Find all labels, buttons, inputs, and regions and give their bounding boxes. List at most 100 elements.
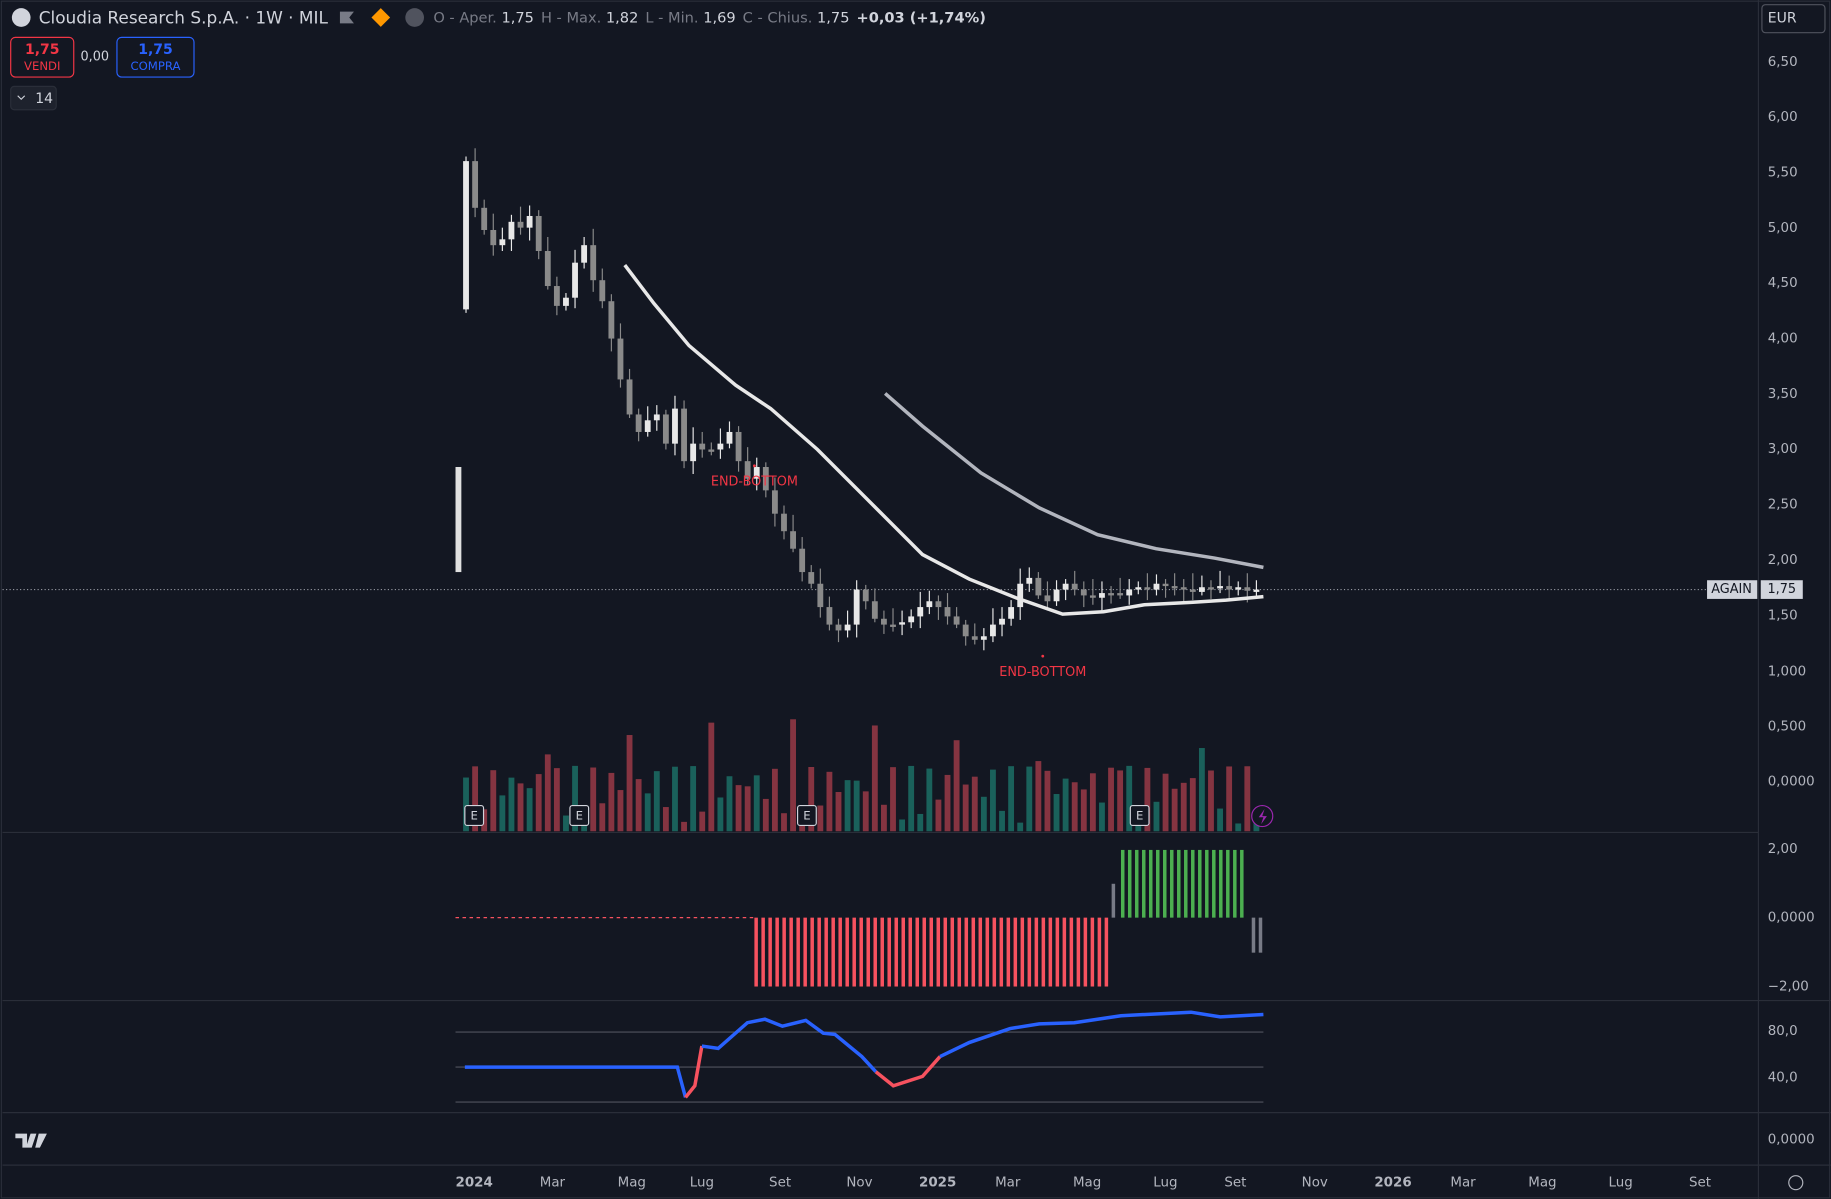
volume-bar (1071, 782, 1078, 832)
status-icon[interactable] (405, 8, 424, 27)
hist-bar (999, 917, 1004, 987)
candle (644, 420, 651, 432)
candle (617, 338, 624, 380)
volume-bar (690, 766, 697, 832)
indicators-toggle[interactable] (10, 85, 57, 111)
flag-icon[interactable] (339, 11, 354, 24)
osc-line (874, 1055, 942, 1088)
volume-bar (1080, 789, 1087, 832)
candle (517, 221, 524, 228)
volume-bar (808, 766, 815, 832)
volume-bar (781, 813, 787, 832)
volume-bar (1162, 773, 1169, 832)
axis-label: 0,0000 (1768, 911, 1815, 926)
hist-bar (880, 917, 884, 987)
candle (908, 616, 915, 623)
volume-bar (1008, 766, 1015, 832)
time-label: Set (769, 1176, 791, 1191)
plot: 6,50 6,00 5,50 5,00 4,50 4,00 3,50 3,00 2,50 2,00… (456, 55, 1815, 1191)
candle (953, 616, 960, 625)
candle (935, 601, 942, 608)
earnings-box (569, 804, 590, 826)
settings-icon[interactable] (1788, 1175, 1804, 1191)
candle (653, 414, 660, 421)
brand-logo[interactable] (15, 1133, 47, 1148)
osc-line (939, 1010, 1264, 1059)
candle (726, 431, 733, 444)
hist-bar (817, 917, 821, 987)
hist-bar (1212, 849, 1216, 918)
candle (1117, 593, 1124, 596)
hist-bar (1006, 917, 1011, 987)
candle (1171, 586, 1178, 589)
hist-bar (1041, 917, 1046, 987)
candle (1126, 589, 1133, 596)
volume-bar (726, 776, 733, 832)
candle (1071, 583, 1078, 590)
ohlc-value: 1,69 (703, 10, 735, 27)
volume-bar (990, 769, 996, 832)
volume-bar (899, 819, 906, 832)
axis-label: 6,00 (1768, 110, 1798, 125)
axis-label: 2,00 (1768, 553, 1798, 568)
hist-bar (838, 917, 842, 987)
volume-bar (1217, 808, 1223, 832)
hist-bar (866, 917, 870, 987)
currency-select[interactable] (1761, 4, 1826, 34)
candle (572, 262, 578, 298)
candle (1026, 577, 1033, 584)
diamond-icon[interactable] (371, 8, 391, 27)
candle (1035, 577, 1042, 596)
separate-bar (455, 466, 462, 573)
hist-bar (859, 917, 863, 987)
ohlc-value: 1,75 (817, 10, 849, 27)
hist-bar (922, 917, 927, 987)
candle (944, 607, 951, 617)
logo (11, 8, 31, 27)
candle (808, 572, 815, 584)
volume-bar (563, 815, 569, 832)
indicators-count: 14 (35, 91, 53, 107)
hist-bar (1219, 849, 1223, 918)
ema-line (623, 263, 1264, 616)
candle (1053, 589, 1060, 602)
candle (1044, 595, 1051, 602)
candle (999, 618, 1005, 625)
candle (962, 624, 969, 637)
hist-bar (831, 917, 835, 987)
time-label: Mag (1528, 1176, 1556, 1191)
osc-line (701, 1017, 878, 1073)
volume-bar (735, 785, 742, 832)
candle (926, 601, 933, 608)
candle (508, 221, 515, 240)
ohlc-value: 1,82 (606, 10, 638, 27)
axis-label: 5,00 (1768, 221, 1798, 236)
buy-button[interactable] (116, 36, 195, 78)
axis-label: 0,0000 (1768, 775, 1815, 790)
time-label: Mar (995, 1176, 1021, 1191)
hist-bar (908, 917, 912, 987)
annotation-dot (752, 464, 756, 468)
candle (1108, 593, 1114, 596)
candle (717, 443, 724, 450)
currency: EUR (1768, 11, 1797, 27)
volume-bar (635, 779, 642, 832)
volume-bar (508, 777, 515, 832)
hist-bar (775, 917, 779, 987)
time-label: 2024 (456, 1176, 493, 1191)
candle (499, 239, 506, 246)
candle (1189, 589, 1196, 592)
buy-price: 1,75 (138, 42, 173, 58)
time-label: Lug (690, 1176, 714, 1191)
last-price-name: AGAIN (1711, 582, 1752, 597)
volume-bar (1117, 770, 1124, 832)
candle (1235, 587, 1242, 590)
volume-bar (644, 793, 651, 832)
axis-label: 3,50 (1768, 387, 1798, 402)
hist-bar (1184, 849, 1188, 918)
hist-bar (768, 917, 772, 987)
candle (799, 548, 806, 573)
candle (844, 624, 851, 631)
sell-button[interactable] (10, 36, 75, 78)
